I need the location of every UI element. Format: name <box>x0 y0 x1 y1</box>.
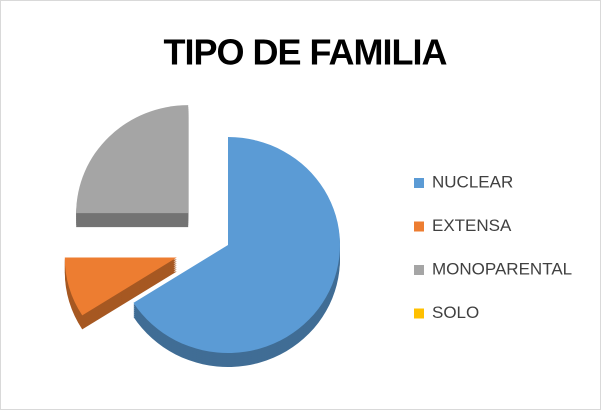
legend: NUCLEAR EXTENSA MONOPARENTAL SOLO <box>414 172 572 322</box>
legend-swatch <box>414 178 424 188</box>
chart-title: TIPO DE FAMILIA <box>163 32 447 73</box>
slice <box>64 257 177 316</box>
legend-swatch <box>414 221 424 232</box>
legend-label: EXTENSA <box>432 216 512 235</box>
slice <box>133 137 341 353</box>
slice <box>76 105 189 214</box>
legend-label: MONOPARENTAL <box>432 259 572 278</box>
legend-swatch <box>414 265 424 275</box>
legend-swatch <box>414 308 424 319</box>
pie <box>64 105 341 368</box>
legend-label: NUCLEAR <box>432 172 513 191</box>
legend-label: SOLO <box>432 303 479 322</box>
